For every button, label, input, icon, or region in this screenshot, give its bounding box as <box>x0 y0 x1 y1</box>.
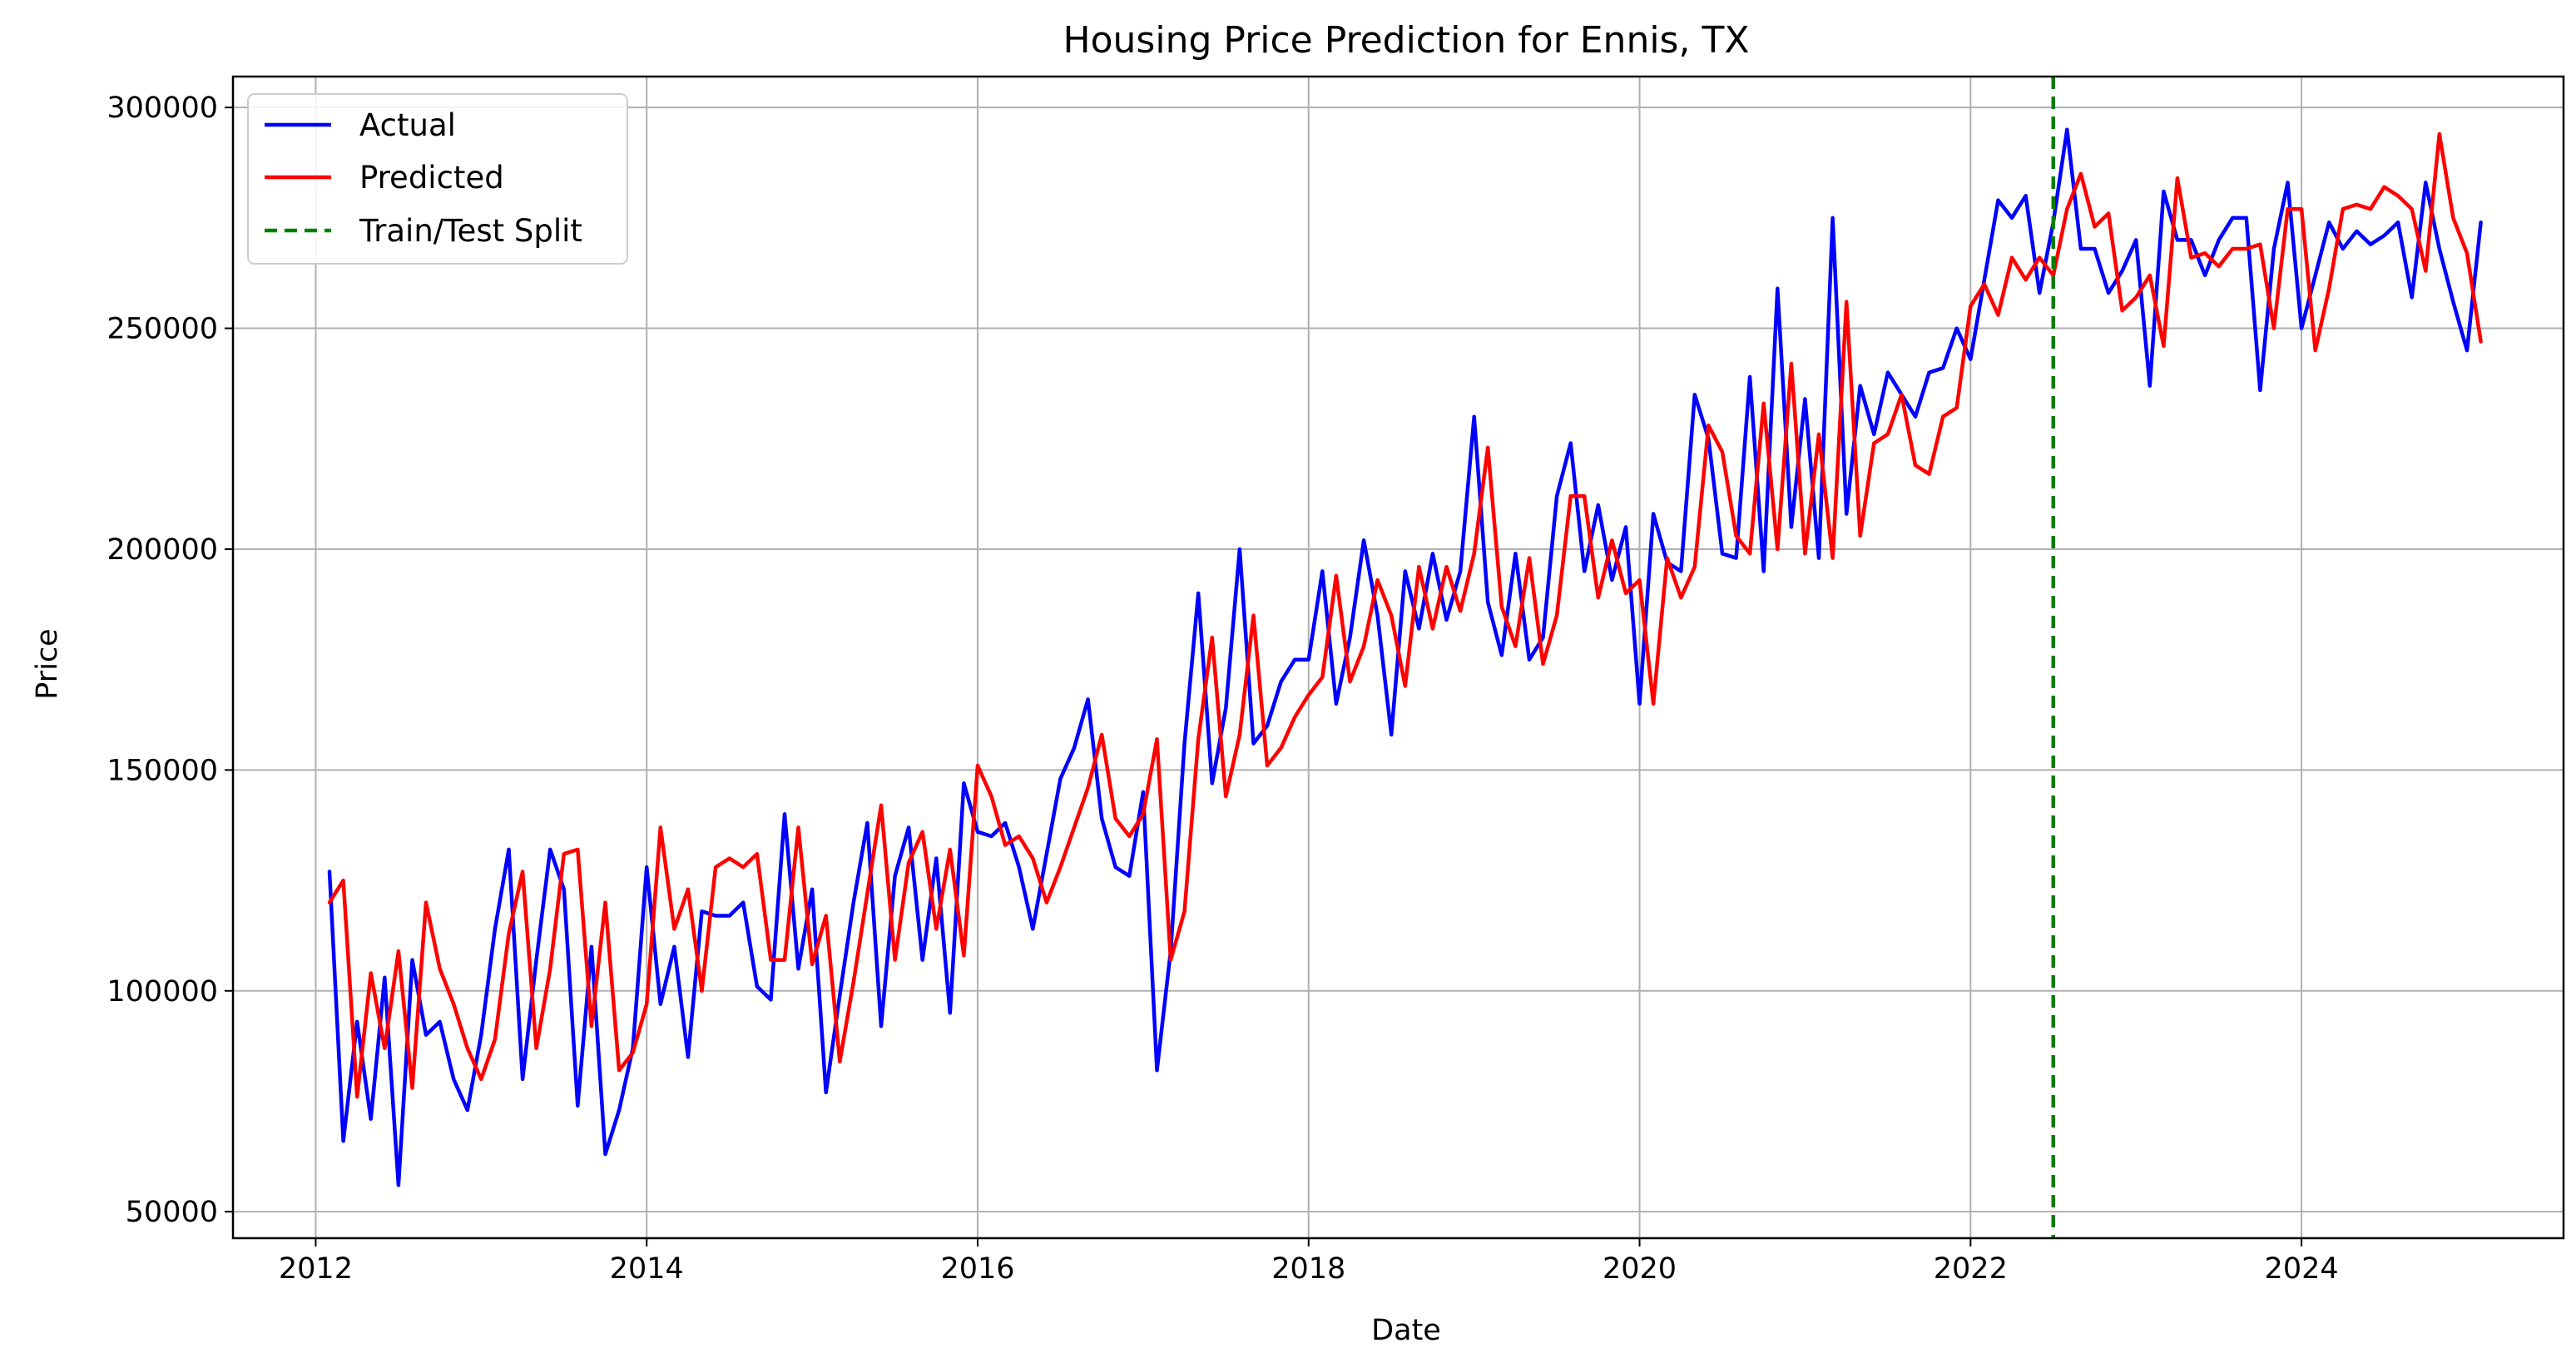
plot-area-frame <box>231 75 2565 1240</box>
y-tick-label: 250000 <box>107 313 218 346</box>
series-line-actual <box>327 127 2483 1187</box>
y-tick-label: 100000 <box>107 975 218 1009</box>
legend-label-predicted: Predicted <box>359 160 504 196</box>
y-tick-label: 50000 <box>126 1196 218 1229</box>
x-tick-label: 2018 <box>1271 1252 1345 1286</box>
x-axis-label: Date <box>1371 1314 1441 1347</box>
axis-ticks: 2012 2014 2016 2018 2020 2022 2024 50000 100000 1… <box>107 92 2338 1286</box>
legend: Actual Predicted Train/Test Split <box>247 93 628 265</box>
x-tick-label: 2020 <box>1603 1252 1677 1286</box>
series-line-predicted <box>327 131 2483 1099</box>
series-lines <box>327 127 2483 1187</box>
x-tick-label: 2022 <box>1934 1252 2008 1286</box>
y-axis-label: Price <box>31 628 64 699</box>
x-tick-label: 2016 <box>940 1252 1014 1286</box>
y-tick-label: 150000 <box>107 754 218 787</box>
chart-title: Housing Price Prediction for Ennis, TX <box>1063 19 1750 62</box>
grid <box>233 77 2564 1238</box>
legend-label-split: Train/Test Split <box>359 213 582 249</box>
x-tick-label: 2024 <box>2265 1252 2339 1286</box>
y-tick-label: 300000 <box>107 92 218 125</box>
x-tick-label: 2014 <box>610 1252 684 1286</box>
x-tick-label: 2012 <box>279 1252 353 1286</box>
y-tick-label: 200000 <box>107 533 218 567</box>
legend-label-actual: Actual <box>359 107 456 143</box>
legend-box <box>247 93 628 265</box>
